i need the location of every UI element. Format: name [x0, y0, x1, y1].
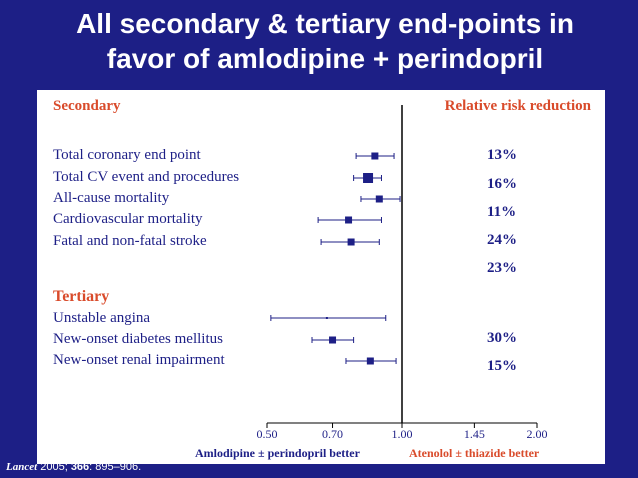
rrr-value: 13%: [487, 147, 517, 163]
point-estimate: [329, 336, 337, 344]
endpoint-label: New-onset renal impairment: [53, 352, 225, 368]
point-estimate: [366, 357, 374, 365]
rrr-value: 23%: [487, 260, 517, 276]
point-estimate: [325, 317, 328, 319]
x-tick-label: 0.50: [256, 427, 278, 441]
endpoint-label: Total coronary end point: [53, 147, 201, 163]
x-tick-label: 1.00: [391, 427, 413, 441]
citation: Lancet 2005; 366: 895–906.: [6, 461, 141, 473]
point-estimate: [375, 195, 383, 203]
x-tick-label: 0.70: [322, 427, 344, 441]
citation-year: 2005;: [37, 461, 71, 473]
endpoint-label: All-cause mortality: [53, 190, 170, 206]
tertiary-header: Tertiary: [53, 288, 110, 305]
citation-journal: Lancet: [6, 461, 38, 473]
rrr-value: 11%: [487, 204, 517, 220]
point-estimate: [345, 216, 353, 224]
rrr-value: 24%: [487, 232, 517, 248]
endpoint-label: New-onset diabetes mellitus: [53, 331, 223, 347]
point-estimate: [363, 173, 374, 183]
endpoint-label: Fatal and non-fatal stroke: [53, 233, 207, 249]
slide-title: All secondary & tertiary end-points in f…: [20, 6, 630, 76]
favor-right-caption: Atenolol ± thiazide better: [409, 446, 540, 460]
endpoint-label: Unstable angina: [53, 310, 151, 326]
title-line-2: favor of amlodipine + perindopril: [106, 43, 544, 74]
forest-plot-panel: Secondary Relative risk reduction Total …: [37, 90, 605, 464]
x-tick-label: 1.45: [463, 427, 485, 441]
rrr-value: 15%: [487, 358, 517, 374]
title-line-1: All secondary & tertiary end-points in: [76, 8, 574, 39]
rrr-value: 30%: [487, 330, 517, 346]
endpoint-label: Total CV event and procedures: [53, 169, 240, 185]
citation-pages: : 895–906.: [89, 461, 142, 473]
endpoint-label: Cardiovascular mortality: [53, 211, 203, 227]
forest-plot-svg: [266, 105, 538, 428]
rrr-value: 16%: [487, 176, 517, 192]
rrr-header: Relative risk reduction: [444, 98, 591, 114]
x-tick-label: 2.00: [526, 427, 548, 441]
secondary-header: Secondary: [53, 98, 121, 114]
point-estimate: [371, 152, 379, 160]
citation-volume: 366: [70, 461, 90, 473]
point-estimate: [347, 238, 355, 246]
favor-left-caption: Amlodipine ± perindopril better: [195, 446, 360, 460]
